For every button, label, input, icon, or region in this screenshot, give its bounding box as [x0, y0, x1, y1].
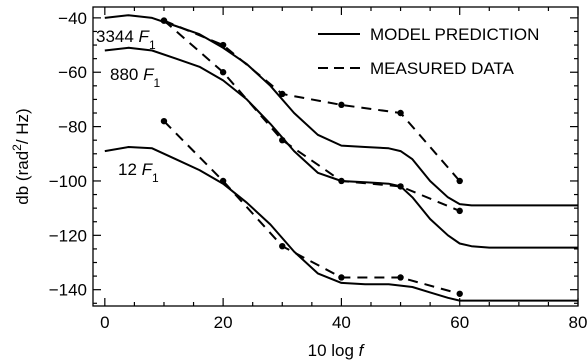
axis-ticks	[93, 7, 579, 306]
measured-data-point	[456, 207, 463, 215]
y-tick-label: −140	[49, 281, 87, 300]
measured-data-point	[397, 109, 404, 117]
curve-label-12-f1: 12 F1	[118, 160, 159, 185]
measured-data-line-880-f1	[163, 19, 461, 212]
measured-data-point	[219, 177, 227, 185]
curve-label-3344-f1: 3344 F1	[96, 27, 156, 52]
plot-frame	[92, 6, 579, 307]
model-prediction-line-12-f1	[104, 146, 578, 302]
measured-data-point	[219, 41, 227, 49]
y-tick-label: −80	[58, 118, 87, 137]
measured-data-point	[338, 177, 345, 185]
curve-label-880-f1: 880 F1	[110, 65, 160, 90]
measured-data-line-12-f1	[163, 120, 460, 295]
measured-data-line-3344-f1	[163, 19, 461, 182]
measured-data-point	[160, 17, 168, 24]
measured-data-point	[338, 101, 345, 109]
measured-data-point	[456, 177, 463, 185]
y-tick-label: −60	[58, 63, 87, 82]
y-tick-label: −100	[49, 172, 87, 191]
x-tick-label: 60	[450, 313, 469, 332]
x-tick-label: 20	[214, 313, 233, 332]
legend-label-model-prediction: MODEL PREDICTION	[370, 25, 539, 44]
y-tick-label: −120	[49, 226, 87, 245]
x-tick-label: 80	[569, 313, 587, 332]
model-prediction-line-3344-f1	[104, 14, 578, 207]
measured-data-point	[338, 274, 345, 281]
measured-data-point	[279, 90, 286, 98]
curve-labels: 3344 F1 880 F1 12 F1	[96, 27, 160, 185]
plot-area-border	[92, 6, 579, 307]
measured-points-layer	[160, 17, 463, 297]
measured-data-point	[279, 136, 286, 144]
series-layer	[104, 14, 578, 302]
measured-data-point	[397, 274, 404, 281]
x-tick-label: 40	[332, 313, 351, 332]
axis-tick-labels: 0 20 40 60 80 −40 −60 −80 −100 −120 −140	[49, 9, 587, 332]
measured-data-point	[219, 69, 227, 76]
x-axis-title: 10 log f	[308, 341, 366, 360]
y-axis-title: db (rad2/ Hz)	[10, 108, 32, 204]
measured-data-point	[397, 183, 404, 190]
x-tick-label: 0	[100, 313, 109, 332]
legend: MODEL PREDICTION MEASURED DATA	[318, 25, 539, 78]
legend-label-measured-data: MEASURED DATA	[370, 59, 515, 78]
measured-data-point	[456, 290, 463, 297]
y-tick-label: −40	[58, 9, 87, 28]
measured-data-point	[160, 117, 168, 125]
measured-data-point	[279, 243, 286, 250]
